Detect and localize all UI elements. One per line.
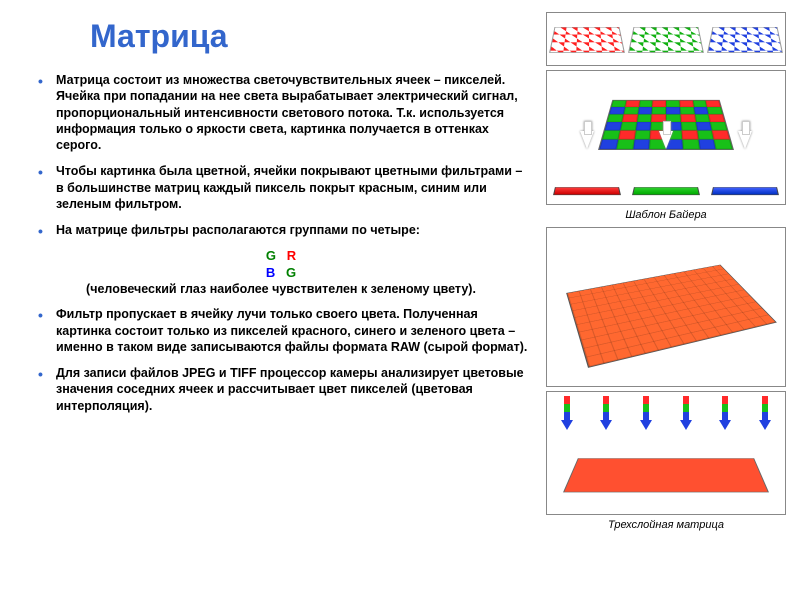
arrow-icon — [738, 131, 752, 149]
figure-rgb-filters — [546, 12, 786, 66]
filter-slabs — [547, 162, 785, 198]
figure-bayer — [546, 70, 786, 205]
pattern-green — [628, 27, 704, 53]
rgb-arrow-icon — [681, 396, 691, 430]
main-content: Матрица состоит из множества светочувств… — [32, 72, 530, 424]
page-title: Матрица — [90, 18, 228, 55]
rgb-arrow-icon — [760, 396, 770, 430]
letter-b: B — [266, 265, 275, 280]
slab-blue — [711, 187, 779, 195]
light-arrows — [547, 131, 785, 163]
figure-foveon — [546, 391, 786, 515]
sensor-stack — [566, 265, 777, 368]
arrow-icon — [659, 131, 673, 149]
bullet-list-2: Фильтр пропускает в ячейку лучи только с… — [32, 306, 530, 414]
rgb-arrow-icon — [601, 396, 611, 430]
bullet-2: Чтобы картинка была цветной, ячейки покр… — [32, 163, 530, 212]
caption-bayer: Шаблон Байера — [546, 209, 786, 221]
rgb-arrow-icon — [720, 396, 730, 430]
layer-red — [563, 458, 769, 492]
bullet-1: Матрица состоит из множества светочувств… — [32, 72, 530, 153]
pattern-blue — [707, 27, 783, 53]
right-figures: Шаблон Байера Трехслойная матрица — [546, 12, 786, 537]
bayer-row-2: B G — [32, 265, 530, 280]
caption-foveon: Трехслойная матрица — [546, 519, 786, 531]
rgb-arrow-icon — [562, 396, 572, 430]
pattern-red — [549, 27, 625, 53]
bullet-4: Фильтр пропускает в ячейку лучи только с… — [32, 306, 530, 355]
letter-g1: G — [266, 248, 276, 263]
slab-red — [553, 187, 621, 195]
arrow-icon — [580, 131, 594, 149]
rgb-arrows — [547, 396, 785, 438]
bullet-3: На матрице фильтры располагаются группам… — [32, 222, 530, 238]
slab-green — [632, 187, 700, 195]
bullet-5: Для записи файлов JPEG и TIFF процессор … — [32, 365, 530, 414]
bullet-list: Матрица состоит из множества светочувств… — [32, 72, 530, 238]
rgb-arrow-icon — [641, 396, 651, 430]
figure-layered-sensor — [546, 227, 786, 387]
bayer-row-1: G R — [32, 248, 530, 263]
letter-r: R — [287, 248, 296, 263]
layer-top — [566, 265, 777, 368]
three-layer-slab — [563, 458, 769, 492]
paren-note: (человеческий глаз наиболее чувствителен… — [32, 282, 530, 296]
letter-g2: G — [286, 265, 296, 280]
